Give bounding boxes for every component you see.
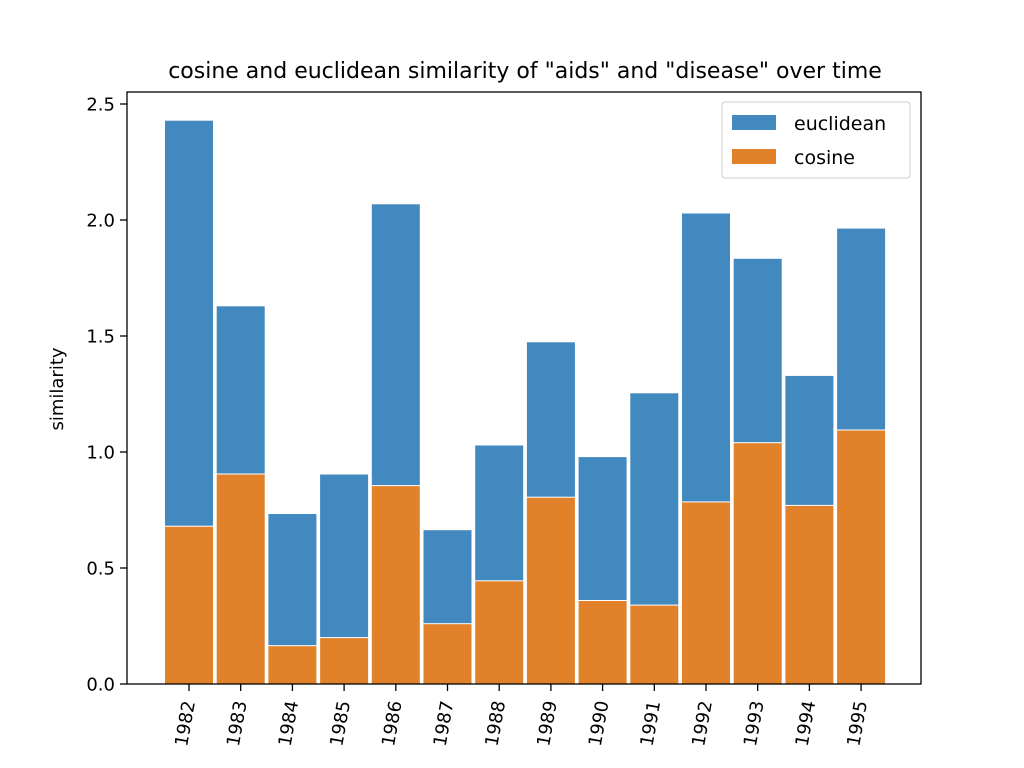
y-tick-label: 0.5 [86, 559, 115, 580]
legend-swatch-cosine [732, 149, 776, 164]
y-tick-label: 1.5 [86, 327, 115, 348]
legend: euclidean cosine [721, 101, 911, 179]
bar-cosine-1986 [370, 485, 421, 685]
y-axis-label: similarity [47, 347, 68, 430]
legend-swatch-euclidean [732, 115, 776, 130]
y-tick-label: 2.5 [86, 95, 115, 116]
y-tick-label: 1.0 [86, 443, 115, 464]
legend-label-cosine: cosine [794, 147, 855, 169]
y-tick-label: 0.0 [86, 675, 115, 696]
bar-cosine-1982 [164, 525, 214, 685]
bar-cosine-1994 [784, 504, 835, 685]
bar-cosine-1991 [629, 604, 680, 685]
legend-label-euclidean: euclidean [794, 113, 886, 135]
bar-cosine-1983 [215, 473, 266, 685]
bar-cosine-1995 [836, 429, 887, 685]
bars-group [164, 119, 887, 685]
bar-cosine-1985 [319, 637, 370, 685]
y-tick-label: 2.0 [86, 211, 115, 232]
bar-cosine-1993 [732, 442, 783, 685]
chart-title: cosine and euclidean similarity of "aids… [168, 59, 882, 84]
bar-cosine-1990 [577, 600, 628, 685]
bar-cosine-1988 [474, 580, 525, 685]
bar-cosine-1992 [681, 501, 731, 685]
bar-cosine-1984 [267, 645, 318, 685]
bar-cosine-1989 [525, 496, 576, 685]
plot-frame [126, 91, 922, 685]
bar-cosine-1987 [422, 623, 473, 685]
